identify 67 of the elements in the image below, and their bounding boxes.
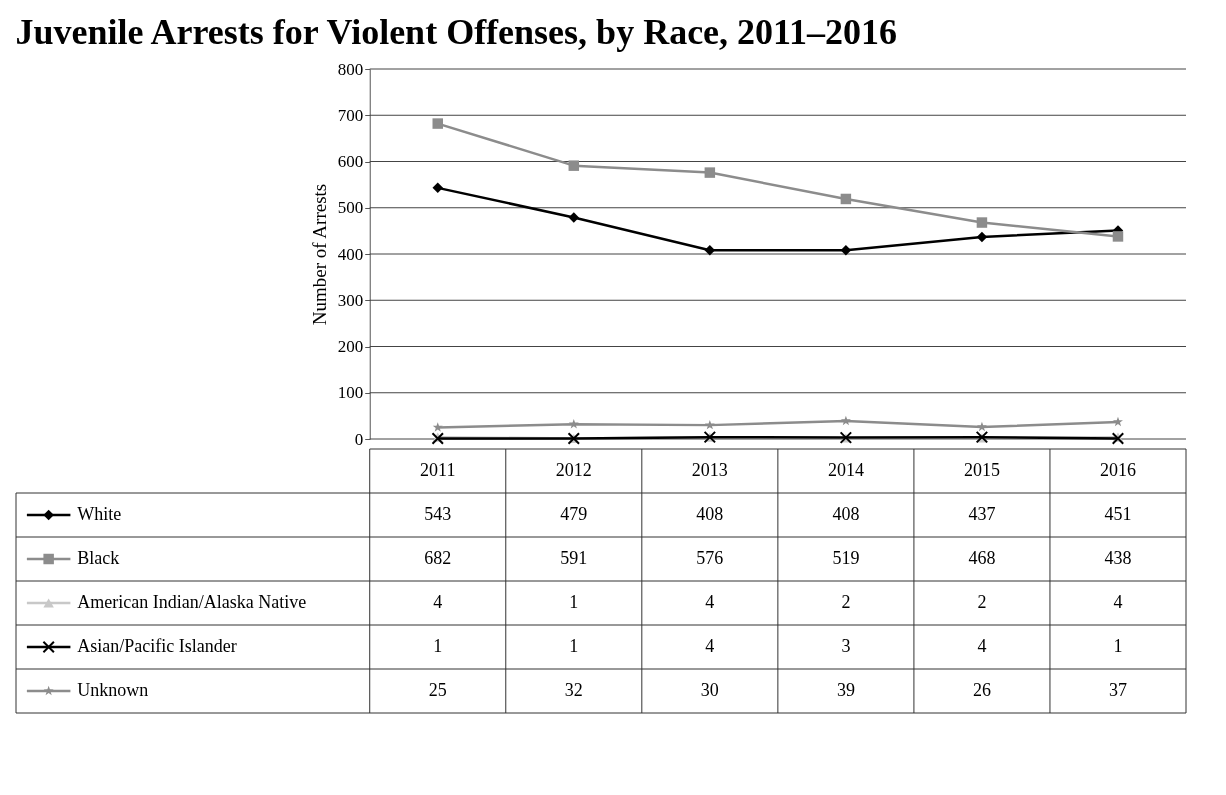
data-label: 519	[832, 548, 860, 568]
point	[840, 245, 852, 256]
legend-label: American Indian/Alaska Native	[77, 592, 307, 612]
point	[568, 212, 580, 223]
data-label: 682	[424, 548, 452, 568]
data-label: 437	[968, 504, 996, 524]
x-tick-label: 2016	[1099, 460, 1136, 480]
data-label: 2	[977, 592, 987, 612]
y-tick-label: 0	[354, 429, 364, 449]
x-tick-label: 2015	[963, 460, 1000, 480]
point	[840, 415, 851, 426]
point	[704, 419, 715, 430]
chart-title: Juvenile Arrests for Violent Offenses, by Race, 2011–2016	[15, 12, 898, 52]
legend-label: White	[77, 504, 122, 524]
legend-label: Asian/Pacific Islander	[77, 636, 237, 656]
data-label: 4	[1113, 592, 1123, 612]
point	[568, 160, 580, 171]
y-tick-label: 600	[337, 152, 364, 171]
point	[432, 182, 443, 194]
point	[704, 167, 716, 178]
legend-label: Unknown	[77, 680, 149, 700]
data-label: 468	[968, 548, 996, 568]
data-label: 1	[569, 592, 579, 612]
data-label: 4	[705, 592, 715, 612]
data-label: 32	[564, 680, 583, 700]
x-tick-label: 2012	[555, 460, 592, 480]
data-label: 438	[1104, 548, 1132, 568]
data-label: 1	[1113, 636, 1123, 656]
data-label: 1	[569, 636, 579, 656]
y-tick-label: 500	[337, 198, 364, 218]
data-label: 37	[1108, 680, 1127, 700]
data-label: 408	[832, 504, 860, 524]
data-label: 4	[977, 636, 987, 656]
data-label: 408	[696, 504, 724, 524]
x-tick-label: 2014	[827, 460, 864, 480]
data-label: 543	[424, 504, 452, 524]
point	[840, 193, 852, 205]
data-label: 39	[836, 680, 855, 700]
point	[976, 421, 987, 432]
y-tick-label: 800	[337, 59, 364, 79]
data-label: 3	[841, 636, 851, 656]
data-label: 576	[696, 548, 724, 568]
y-tick-label: 400	[337, 244, 364, 264]
x-tick-label: 2011	[420, 460, 456, 480]
data-label: 451	[1104, 504, 1132, 524]
y-tick-label: 300	[337, 290, 364, 310]
point	[1112, 231, 1124, 242]
point	[976, 217, 988, 228]
x-tick-label: 2013	[691, 460, 728, 480]
point	[704, 245, 716, 256]
data-label: 4	[433, 592, 443, 612]
data-label: 591	[560, 548, 588, 568]
data-label: 26	[972, 680, 991, 700]
y-tick-label: 200	[337, 337, 364, 356]
data-label: 25	[428, 680, 447, 700]
data-label: 4	[705, 636, 715, 656]
point	[1112, 416, 1123, 427]
y-tick-label: 100	[337, 383, 364, 403]
legend-label: Black	[77, 548, 120, 568]
data-label: 1	[433, 636, 443, 656]
data-label: 30	[700, 680, 719, 700]
y-tick-label: 700	[337, 105, 364, 125]
point	[432, 422, 443, 432]
data-label: 2	[841, 592, 851, 612]
y-axis-title: Number of Arrests	[308, 183, 330, 326]
point	[432, 118, 443, 129]
data-label: 479	[560, 504, 588, 524]
